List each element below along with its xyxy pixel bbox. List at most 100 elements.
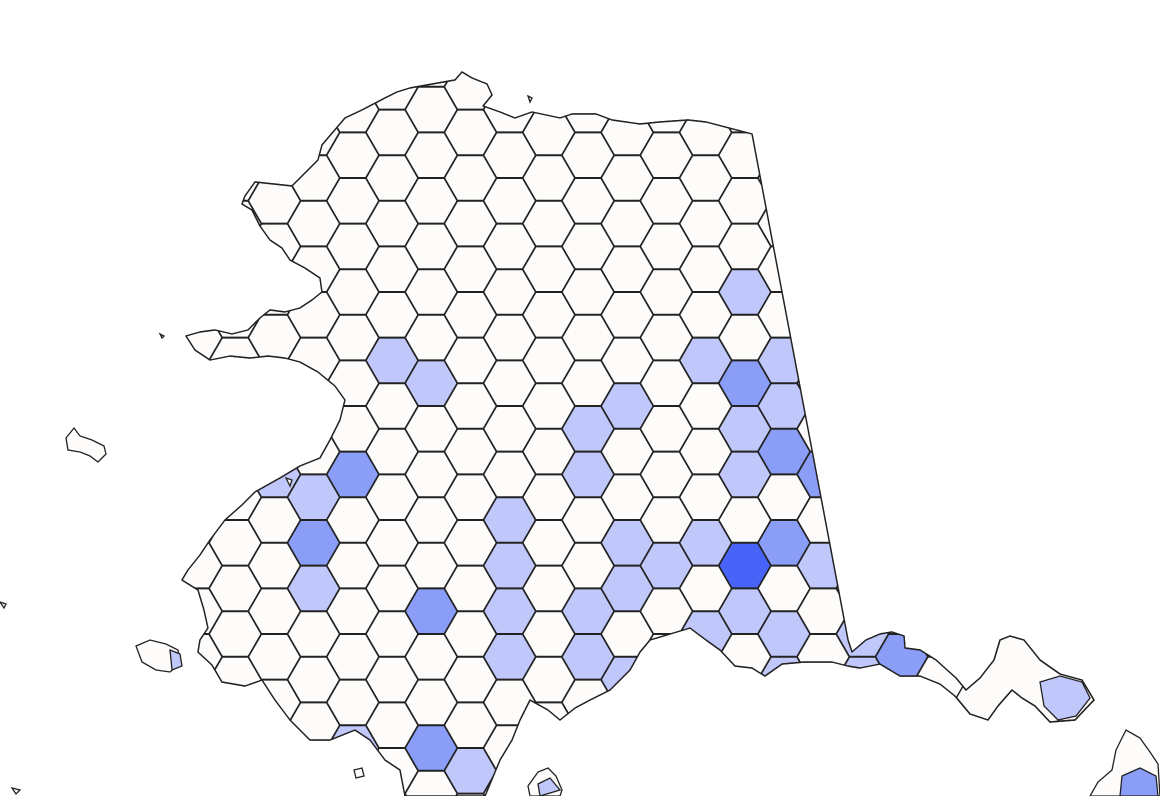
hex-cell: [796, 86, 850, 133]
ketchikan-islands-shaded: [1119, 767, 1159, 796]
hex-cell: [835, 519, 890, 566]
hex-cell: [182, 451, 223, 498]
hex-cell: [914, 245, 968, 293]
hex-cell: [561, 72, 615, 88]
hex-cell: [914, 702, 968, 749]
hex-cell: [757, 702, 811, 749]
hex-cell: [874, 770, 929, 796]
hex-cell: [914, 72, 968, 111]
hex-cell: [835, 565, 890, 612]
hex-cell: [757, 747, 811, 794]
hex-cell: [482, 72, 537, 88]
hex-cell: [796, 131, 850, 179]
hex-cell: [874, 588, 929, 635]
hex-cell: [326, 72, 380, 88]
hex-cell: [796, 770, 850, 796]
hex-cell: [678, 702, 733, 749]
hex-cell: [835, 747, 890, 794]
kodiak-island-shaded: [537, 777, 562, 796]
hex-cell: [639, 679, 694, 726]
hex-cell: [286, 747, 341, 794]
hex-cell: [600, 702, 654, 749]
hex-cell: [208, 702, 262, 749]
small-islet-south: [353, 767, 365, 779]
hex-cell: [914, 291, 968, 338]
hex-cell: [182, 360, 223, 407]
hex-cell: [874, 542, 929, 589]
hex-cell: [247, 770, 302, 796]
hex-cell: [835, 200, 890, 247]
hex-cell: [757, 109, 811, 156]
hex-cell: [247, 86, 302, 133]
hex-cell: [182, 72, 223, 88]
hex-cell: [914, 109, 968, 156]
hex-cell: [757, 154, 811, 202]
hex-cell: [639, 770, 694, 796]
hex-cell: [247, 72, 302, 88]
hex-cell: [835, 702, 890, 749]
hex-cell: [326, 770, 380, 796]
diomede-islet: [158, 332, 166, 340]
hex-cell: [914, 747, 968, 794]
hex-cell: [208, 109, 262, 156]
hex-cell: [522, 72, 576, 111]
hex-cell: [182, 177, 223, 225]
hex-cell: [874, 268, 929, 316]
hex-cell: [874, 405, 929, 452]
hex-cell: [182, 405, 223, 452]
hex-cell: [208, 245, 262, 293]
hex-cell: [182, 131, 223, 179]
hex-cell: [796, 724, 850, 772]
hex-cell: [247, 268, 302, 316]
hex-cell: [678, 747, 733, 794]
hex-cell: [796, 177, 850, 225]
hex-cell: [247, 724, 302, 772]
small-islet-bay: [284, 476, 293, 488]
hex-cell: [286, 382, 341, 430]
hex-cell: [561, 770, 615, 796]
hex-cell: [796, 360, 850, 407]
hex-cell: [182, 268, 223, 316]
hex-cell: [874, 314, 929, 361]
hex-cell: [182, 86, 223, 133]
hex-cell: [678, 656, 733, 703]
hex-cell: [718, 86, 772, 133]
hex-cell: [796, 314, 850, 361]
hex-cell: [718, 724, 772, 772]
hex-cell: [796, 72, 850, 88]
hex-cell: [247, 131, 302, 179]
hex-cell: [835, 72, 890, 111]
hex-cell: [874, 724, 929, 772]
hex-cell: [208, 428, 262, 475]
hex-cell: [639, 72, 694, 88]
hex-cell: [600, 72, 654, 111]
small-islet-west: [0, 601, 7, 610]
hex-cell: [835, 474, 890, 521]
hex-cell: [718, 679, 772, 726]
hex-cell: [208, 747, 262, 794]
hex-cell: [914, 154, 968, 202]
hex-cell: [639, 724, 694, 772]
hex-cell: [247, 360, 302, 407]
hex-cell: [835, 291, 890, 338]
hex-cell: [182, 770, 223, 796]
hex-cell: [718, 72, 772, 88]
hex-cell: [874, 86, 929, 133]
hex-cell: [182, 223, 223, 270]
hex-cell: [757, 72, 811, 111]
hex-cell: [286, 72, 341, 111]
hex-cell: [796, 679, 850, 726]
hex-cell: [914, 519, 968, 566]
small-islet-sw: [10, 786, 22, 796]
hex-cell: [914, 337, 968, 384]
hex-cell: [404, 72, 458, 88]
hex-cell: [914, 565, 968, 612]
hex-cell: [914, 200, 968, 247]
nunivak-island-east: [169, 648, 183, 671]
st-lawrence-island: [65, 426, 107, 463]
hex-cell: [208, 72, 262, 111]
hex-cell: [835, 109, 890, 156]
hex-cell: [914, 474, 968, 521]
hex-cell: [874, 72, 929, 88]
